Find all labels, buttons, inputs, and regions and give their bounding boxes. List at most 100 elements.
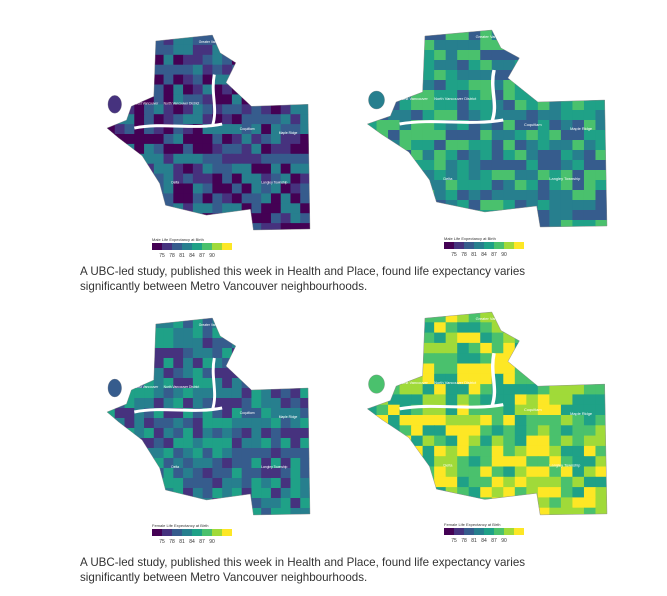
neighbourhood [445,120,458,131]
neighbourhood [526,342,539,354]
neighbourhood [480,30,493,41]
neighbourhood [526,130,539,141]
neighbourhood [480,312,493,323]
neighbourhood [270,193,282,204]
neighbourhood [480,456,493,468]
place-label: Coquitlam [240,127,255,131]
neighbourhood [457,507,470,515]
neighbourhood [376,425,389,437]
neighbourhood [537,100,550,111]
neighbourhood [491,50,504,61]
neighbourhood [560,200,574,211]
neighbourhood [124,114,135,125]
neighbourhood [434,140,447,151]
neighbourhood [388,497,401,509]
neighbourhood [583,466,597,478]
neighbourhood [183,35,194,46]
neighbourhood [595,30,607,41]
neighbourhood [411,322,424,334]
neighbourhood [183,408,194,419]
neighbourhood [280,35,291,46]
neighbourhood [173,418,184,429]
neighbourhood [270,318,282,329]
neighbourhood [261,378,272,389]
neighbourhood [222,408,233,419]
neighbourhood [514,435,527,447]
neighbourhood [411,110,424,121]
neighbourhood [514,507,527,515]
neighbourhood [192,193,204,204]
neighbourhood [572,60,585,71]
neighbourhood [124,508,135,515]
neighbourhood [376,170,389,181]
neighbourhood [290,418,301,429]
neighbourhood [183,348,194,359]
neighbourhood [595,190,607,201]
neighbourhood [231,134,243,145]
neighbourhood [480,507,493,515]
neighbourhood [261,508,272,515]
neighbourhood [583,60,597,71]
neighbourhood [526,140,539,151]
neighbourhood [251,64,262,76]
neighbourhood [231,213,243,224]
neighbourhood [280,74,291,85]
neighbourhood [251,193,262,204]
neighbourhood [457,210,470,221]
neighbourhood [261,328,272,339]
neighbourhood [526,200,539,211]
neighbourhood [163,418,174,429]
neighbourhood [537,487,550,498]
neighbourhood [376,120,389,131]
neighbourhood [422,110,435,121]
neighbourhood [376,353,389,365]
neighbourhood [280,488,291,499]
neighbourhood [290,448,301,459]
neighbourhood [173,498,184,509]
neighbourhood [202,338,213,349]
neighbourhood [422,384,435,395]
neighbourhood [144,213,155,224]
neighbourhood [595,90,607,101]
neighbourhood [134,438,145,449]
neighbourhood [399,200,412,211]
neighbourhood [583,456,597,468]
neighbourhood [445,476,458,488]
place-label: Greater Vancouver A [476,35,513,39]
neighbourhood [261,223,272,231]
legend-tick: 81 [471,252,477,258]
neighbourhood [514,394,527,406]
neighbourhood [192,54,204,66]
neighbourhood [231,348,243,359]
place-label: Maple Ridge [279,415,298,419]
neighbourhood [422,445,435,457]
neighbourhood [231,388,243,399]
neighbourhood [192,478,204,489]
neighbourhood [422,180,435,191]
neighbourhood [251,498,262,509]
legend-swatch [212,529,222,536]
neighbourhood [134,468,145,479]
neighbourhood [124,223,135,231]
neighbourhood [270,428,282,439]
neighbourhood [480,120,493,131]
neighbourhood [134,388,145,399]
legend-swatch [444,242,454,249]
neighbourhood [270,328,282,339]
neighbourhood [251,153,262,165]
neighbourhood [549,170,562,181]
neighbourhood [549,60,562,71]
neighbourhood [222,64,233,76]
inlet [133,357,223,414]
neighbourhood [422,497,435,509]
neighbourhood [491,40,504,51]
neighbourhood [280,124,291,135]
neighbourhood [411,394,424,406]
neighbourhood [560,404,574,416]
neighbourhood [583,322,597,334]
neighbourhood [153,388,165,399]
neighbourhood [153,418,165,429]
neighbourhood [445,30,458,41]
neighbourhood [192,358,204,369]
neighbourhood [572,342,585,354]
